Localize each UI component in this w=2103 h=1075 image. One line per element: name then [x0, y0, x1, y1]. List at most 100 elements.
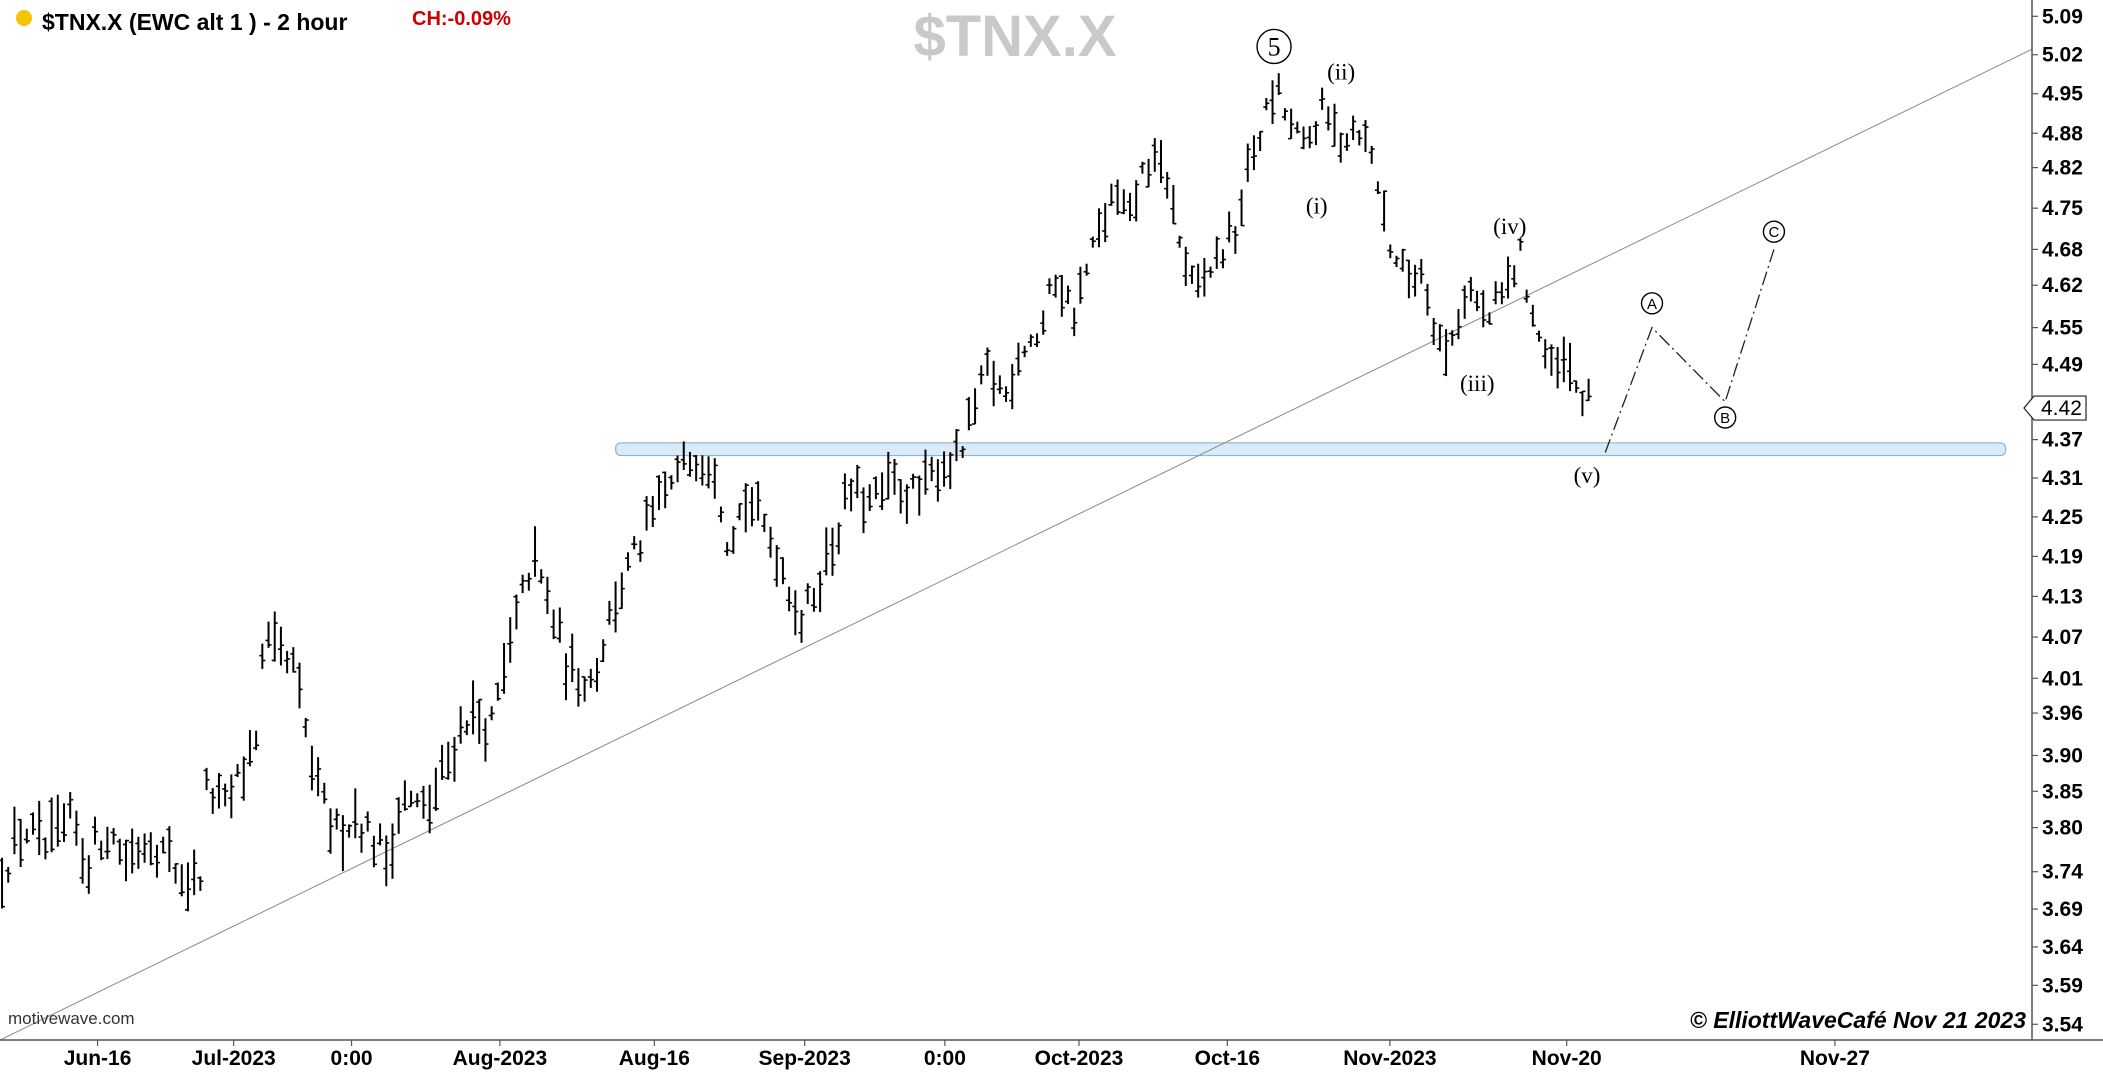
price-bar: [1201, 257, 1208, 297]
symbol-watermark: $TNX.X: [913, 4, 1116, 69]
y-tick: 3.69: [2032, 898, 2083, 921]
y-tick: 3.80: [2032, 817, 2083, 840]
price-bar: [1418, 259, 1425, 284]
price-bar: [178, 864, 185, 897]
x-tick-label: Aug-2023: [453, 1047, 548, 1070]
price-bar: [1498, 282, 1505, 305]
y-tick: 4.19: [2032, 545, 2083, 568]
price-bar: [575, 668, 582, 707]
y-tick-label: 3.54: [2042, 1013, 2083, 1036]
price-bar: [321, 782, 328, 804]
price-bar: [1114, 179, 1121, 215]
price-bar: [1139, 161, 1146, 174]
price-bar: [1226, 211, 1233, 243]
price-bar: [711, 458, 718, 499]
price-bar: [1058, 274, 1065, 317]
price-bar: [1405, 259, 1412, 299]
price-bar: [432, 767, 439, 811]
price-bar: [643, 496, 650, 531]
price-bar: [1102, 203, 1109, 243]
price-bar: [420, 785, 427, 819]
price-bar: [569, 633, 576, 683]
y-tick: 5.09: [2032, 5, 2083, 28]
y-tick-label: 3.74: [2042, 861, 2083, 884]
price-bar: [147, 832, 154, 866]
price-bar: [581, 676, 588, 702]
support-zone-layer: [615, 442, 2007, 457]
price-bar: [1219, 249, 1226, 269]
price-bar: [91, 816, 98, 845]
price-bar: [488, 706, 495, 721]
price-bar: [680, 441, 687, 470]
price-bar: [1331, 103, 1338, 148]
price-bar: [122, 839, 129, 882]
price-bar: [779, 557, 786, 585]
price-bar: [879, 472, 886, 511]
price-bar: [240, 756, 247, 801]
x-tick-label: Jul-2023: [192, 1047, 276, 1070]
price-bar: [501, 642, 508, 694]
wave-label-text: C: [1769, 224, 1780, 241]
price-bar: [563, 653, 570, 701]
price-bar: [1399, 248, 1406, 272]
wave-label: (ii): [1327, 59, 1355, 84]
price-bar: [79, 838, 86, 884]
wave-label: C: [1762, 220, 1786, 243]
y-tick: 4.37: [2032, 429, 2083, 452]
price-bar: [408, 790, 415, 808]
price-bar: [1145, 158, 1152, 188]
price-bar: [1263, 98, 1270, 111]
price-bar: [1071, 307, 1078, 337]
price-bar: [810, 587, 817, 612]
y-tick-label: 5.02: [2042, 44, 2083, 67]
price-bar: [1362, 120, 1369, 153]
wave-label: B: [1713, 406, 1737, 429]
price-bar: [817, 571, 824, 613]
price-bar: [748, 487, 755, 527]
wave-label-circle: [1713, 406, 1737, 429]
price-bar: [1027, 334, 1034, 347]
y-tick: 5.02: [2032, 44, 2083, 67]
price-bar: [284, 650, 291, 674]
price-bar: [1021, 345, 1028, 358]
price-bar: [246, 730, 253, 767]
x-tick: Oct-16: [1195, 1040, 1260, 1070]
price-bar: [315, 757, 322, 797]
y-tick: 3.74: [2032, 861, 2083, 884]
price-bar: [1108, 183, 1115, 206]
price-bar: [606, 600, 613, 625]
y-tick: 4.88: [2032, 122, 2083, 145]
price-bar: [414, 793, 421, 808]
wave-label: (iv): [1493, 214, 1526, 239]
wave-label-text: (iv): [1493, 214, 1526, 239]
price-bar: [835, 522, 842, 555]
price-bar: [693, 455, 700, 482]
price-bar: [370, 835, 377, 868]
y-tick: 3.59: [2032, 974, 2083, 997]
price-bar: [395, 797, 402, 834]
y-axis[interactable]: 5.09 5.02 4.95 4.88 4.82 4.75 4.68 4.62 4.55 4.49…: [2023, 5, 2087, 1036]
price-bar: [872, 476, 879, 500]
trendline-layer: [0, 48, 2033, 1041]
price-bar: [302, 717, 309, 738]
price-bar: [699, 455, 706, 486]
y-tick: 3.85: [2032, 780, 2083, 803]
price-bar: [761, 513, 768, 533]
source-watermark: motivewave.com: [8, 1009, 135, 1028]
price-bar: [253, 730, 260, 751]
price-bar: [1567, 342, 1574, 392]
price-bar: [259, 643, 266, 669]
price-bar: [160, 836, 167, 854]
x-axis[interactable]: Jun-16 Jul-2023 0:00 Aug-2023 Aug-16 Sep-2023…: [64, 1040, 1870, 1070]
price-bar: [767, 526, 774, 558]
price-bar: [507, 617, 514, 663]
price-bar: [1281, 108, 1288, 121]
price-bar: [209, 788, 216, 814]
y-tick-label: 4.25: [2042, 506, 2083, 529]
y-tick-label: 3.59: [2042, 974, 2083, 997]
price-bar: [1238, 189, 1245, 227]
price-bar: [30, 812, 37, 835]
price-bar: [1505, 256, 1512, 299]
